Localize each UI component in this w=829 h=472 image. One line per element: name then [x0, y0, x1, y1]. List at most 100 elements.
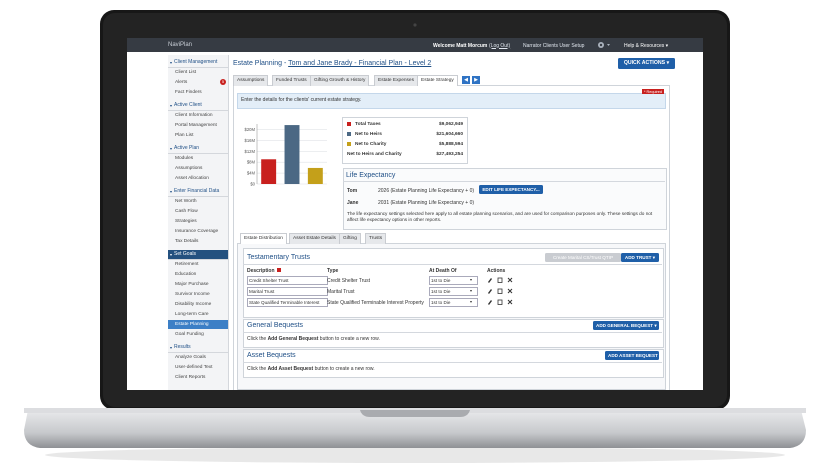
- plan-link[interactable]: Tom and Jane Brady - Financial Plan - Le…: [288, 60, 432, 67]
- trust-type: State Qualified Terminable Interest Prop…: [327, 299, 424, 306]
- sidebar-header[interactable]: [168, 144, 228, 154]
- y-tick-label: $8M: [247, 160, 256, 165]
- sidebar-header[interactable]: [168, 250, 228, 260]
- logout-link[interactable]: (Log Out): [489, 42, 511, 49]
- settings-icon[interactable]: [597, 41, 611, 49]
- sidebar-item[interactable]: Net Worth: [175, 199, 197, 204]
- legend-label: Total Taxes: [355, 121, 381, 127]
- subtab[interactable]: Trusts: [365, 233, 387, 244]
- divider: [343, 181, 665, 182]
- sidebar-item[interactable]: Cash Flow: [175, 209, 198, 214]
- sidebar-item[interactable]: Alerts: [175, 80, 188, 85]
- tab[interactable]: Gifting Growth & History: [310, 75, 370, 86]
- copy-icon[interactable]: [497, 277, 503, 283]
- add-asset-bequest-button[interactable]: ADD ASSET BEQUEST: [605, 351, 659, 360]
- logo: NaviPlan: [168, 42, 193, 48]
- edit-icon[interactable]: [488, 278, 492, 283]
- tab-next[interactable]: ▶: [472, 76, 480, 84]
- column-header: Description: [247, 268, 275, 274]
- sidebar-item[interactable]: Estate Planning: [175, 322, 209, 327]
- sidebar-item[interactable]: Retirement: [175, 262, 199, 267]
- sidebar-item[interactable]: Assumptions: [175, 166, 203, 171]
- sidebar-item[interactable]: Goal Funding: [175, 332, 204, 337]
- delete-icon[interactable]: [507, 288, 513, 294]
- sidebar-caret: ▾: [170, 60, 173, 65]
- subtab[interactable]: Estate Distribution: [240, 233, 287, 244]
- add-trust-button[interactable]: ADD TRUST ▾: [621, 253, 659, 262]
- sidebar-item[interactable]: Education: [175, 272, 197, 277]
- y-tick-label: $4M: [247, 171, 256, 176]
- death-select[interactable]: 1st to Die: [429, 287, 478, 296]
- tab[interactable]: Estate Expenses: [374, 75, 418, 86]
- sidebar-header[interactable]: [168, 343, 228, 353]
- sidebar-item[interactable]: Plan List: [175, 133, 194, 138]
- client-setup[interactable]: Narrator Clients User Setup: [523, 42, 585, 49]
- delete-icon[interactable]: [507, 277, 513, 283]
- sidebar-item[interactable]: Major Purchase: [175, 282, 209, 287]
- edit-life-button[interactable]: EDIT LIFE EXPECTANCY...: [479, 185, 543, 194]
- text: Click the: [247, 336, 268, 342]
- sidebar-item[interactable]: Client Information: [175, 113, 213, 118]
- chart-legend: Total Taxes $9,062,949 Net to Heirs $21,604…: [342, 117, 468, 164]
- sidebar-item[interactable]: Tax Details: [175, 239, 199, 244]
- sidebar-item[interactable]: Fact Finders: [175, 90, 202, 95]
- sidebar-item[interactable]: Long-term Care: [175, 312, 209, 317]
- tab[interactable]: Assumptions: [233, 75, 269, 86]
- asset-bequests-title: Asset Bequests: [247, 352, 296, 359]
- copy-icon[interactable]: [497, 288, 503, 294]
- quick-actions-label: QUICK ACTIONS: [623, 60, 666, 66]
- sidebar-selected: [168, 320, 228, 329]
- row-actions[interactable]: [487, 277, 517, 283]
- sidebar-item[interactable]: Insurance Coverage: [175, 229, 219, 234]
- sidebar-header[interactable]: [168, 187, 228, 197]
- divider: [243, 332, 662, 333]
- sidebar-item[interactable]: Strategies: [175, 219, 197, 224]
- help-menu[interactable]: Help & Resources ▾: [624, 42, 669, 49]
- sidebar-header[interactable]: [168, 101, 228, 111]
- add-general-bequest-button[interactable]: ADD GENERAL BEQUEST ▾: [593, 321, 659, 330]
- delete-icon[interactable]: [507, 299, 513, 305]
- sidebar-item[interactable]: Portal Management: [175, 123, 217, 128]
- death-select[interactable]: 1st to Die: [429, 298, 478, 307]
- death-select[interactable]: 1st to Die: [429, 276, 478, 285]
- sidebar-item[interactable]: Survivor Income: [175, 292, 210, 297]
- legend-total-label: Net to Heirs and Charity: [347, 152, 402, 157]
- create-trust-button[interactable]: Create Marital CS/Trust QTIP: [545, 253, 621, 262]
- sidebar-item[interactable]: Modules: [175, 156, 194, 161]
- subtab[interactable]: Asset Estate Details: [289, 233, 340, 244]
- description-input[interactable]: Marital Trust: [247, 287, 328, 296]
- tab[interactable]: Funded Trusts: [272, 75, 311, 86]
- column-header: Actions: [487, 268, 506, 274]
- sidebar-item[interactable]: Asset Allocation: [175, 176, 209, 181]
- sidebar-header[interactable]: [168, 58, 228, 68]
- tom-label: Tom: [347, 188, 358, 194]
- bar: [261, 159, 277, 184]
- info-text: Enter the details for the clients' curre…: [241, 97, 362, 103]
- sidebar-item[interactable]: Client Reports: [175, 375, 206, 380]
- quick-actions-button[interactable]: QUICK ACTIONS ▾: [618, 58, 675, 69]
- sidebar-caret: ▾: [170, 103, 173, 108]
- bar: [307, 167, 323, 184]
- legend-swatch: [347, 122, 351, 126]
- sidebar-caret: ▾: [170, 345, 173, 350]
- subtab[interactable]: Gifting: [339, 233, 361, 244]
- trust-type: Marital Trust: [327, 288, 355, 295]
- copy-icon[interactable]: [497, 299, 503, 305]
- sidebar-item[interactable]: Analyze Goals: [175, 355, 206, 360]
- sidebar-item[interactable]: Disability Income: [175, 302, 212, 307]
- tab[interactable]: Estate Strategy: [417, 75, 458, 86]
- sidebar-caret: ▾: [170, 146, 173, 151]
- select-caret: ▾: [470, 277, 473, 282]
- row-actions[interactable]: [487, 299, 517, 305]
- sidebar-header-label: Results: [174, 344, 191, 350]
- description-input[interactable]: Credit Shelter Trust: [247, 276, 328, 285]
- description-input[interactable]: State Qualified Terminable Interest: [247, 298, 328, 307]
- edit-icon[interactable]: [488, 300, 492, 305]
- row-actions[interactable]: [487, 288, 517, 294]
- sidebar-item[interactable]: User-defined Text: [175, 365, 213, 370]
- y-tick-label: $12M: [245, 149, 256, 154]
- tab-prev[interactable]: ◀: [462, 76, 470, 84]
- sidebar-item[interactable]: Client List: [175, 70, 197, 75]
- edit-icon[interactable]: [488, 289, 492, 294]
